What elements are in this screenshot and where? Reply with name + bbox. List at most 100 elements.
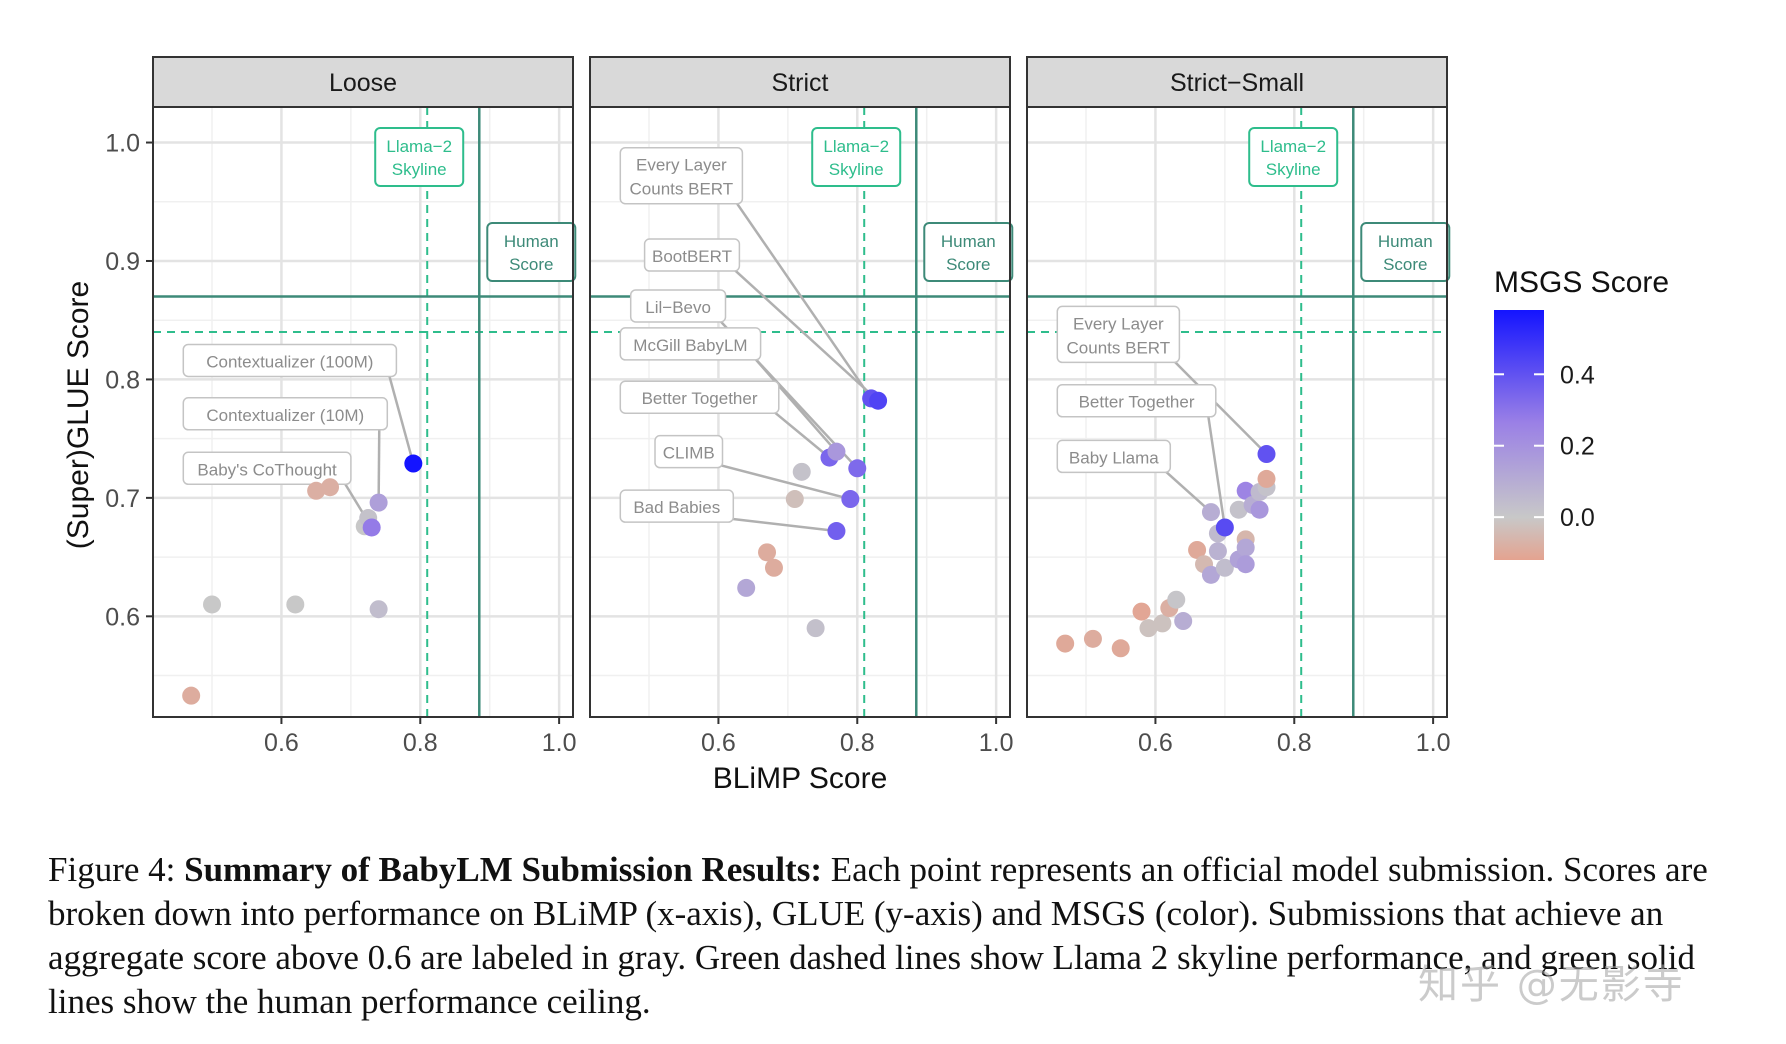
x-tick-label: 0.8 bbox=[1277, 729, 1312, 757]
data-point bbox=[1174, 612, 1193, 631]
skyline-label-text: Skyline bbox=[829, 160, 884, 179]
x-tick-label: 0.8 bbox=[403, 729, 438, 757]
human-label-text: Score bbox=[509, 255, 553, 274]
data-point bbox=[737, 578, 756, 597]
point-label-text: Baby's CoThought bbox=[197, 460, 337, 479]
data-point bbox=[286, 595, 305, 614]
data-point bbox=[1188, 540, 1207, 559]
caption-body: Each point represents an official model … bbox=[48, 850, 1708, 1021]
legend-tick-label: 0.4 bbox=[1560, 361, 1595, 389]
data-point bbox=[869, 391, 888, 410]
watermark-text: 知乎 @无影寺 bbox=[1418, 962, 1685, 1008]
point-label-box bbox=[182, 343, 398, 378]
point-label-box bbox=[629, 289, 727, 323]
point-label-box bbox=[654, 434, 724, 469]
data-point bbox=[792, 462, 811, 481]
human-label-box bbox=[486, 222, 577, 282]
y-tick-label: 1.0 bbox=[105, 130, 140, 158]
data-point bbox=[827, 522, 846, 541]
x-tick-label: 0.6 bbox=[701, 729, 736, 757]
skyline-label-text: Llama−2 bbox=[823, 137, 889, 156]
label-connector bbox=[751, 355, 838, 453]
point-label-box bbox=[1056, 439, 1172, 474]
point-label-box bbox=[619, 489, 735, 523]
caption-prefix: Figure 4: bbox=[48, 850, 185, 889]
skyline-label-text: Llama−2 bbox=[1260, 137, 1326, 156]
y-tick-label: 0.6 bbox=[105, 603, 140, 631]
panel-strip bbox=[589, 56, 1011, 108]
data-point bbox=[1201, 565, 1220, 584]
panels-group: Loose Llama−2 Skyline Human Score Contextuali… bbox=[105, 56, 1451, 757]
x-tick-label: 0.6 bbox=[264, 729, 299, 757]
point-label-text: Counts BERT bbox=[1067, 338, 1171, 357]
skyline-label-box bbox=[811, 127, 902, 187]
x-tick-label: 1.0 bbox=[1416, 729, 1451, 757]
point-label-text: Contextualizer (100M) bbox=[206, 352, 373, 371]
data-point bbox=[1139, 619, 1158, 638]
data-point bbox=[203, 595, 222, 614]
human-label-box bbox=[1360, 222, 1451, 282]
x-tick-label: 1.0 bbox=[542, 729, 577, 757]
data-point bbox=[1236, 555, 1255, 574]
point-label-text: Counts BERT bbox=[630, 180, 734, 199]
label-connector bbox=[1170, 357, 1268, 455]
point-label-text: BootBERT bbox=[652, 247, 732, 266]
point-label-text: Better Together bbox=[1079, 393, 1195, 412]
panel-title: Strict bbox=[772, 69, 829, 97]
point-label-text: Better Together bbox=[642, 389, 758, 408]
point-label-box bbox=[619, 380, 780, 414]
point-label-box bbox=[643, 238, 741, 272]
data-point bbox=[764, 558, 783, 577]
panel-border bbox=[1026, 106, 1448, 718]
caption-bold: Summary of BabyLM Submission Results: bbox=[184, 850, 822, 889]
legend-tick-label: 0.0 bbox=[1560, 504, 1595, 532]
panel-strip bbox=[152, 56, 574, 108]
point-label-text: Bad Babies bbox=[633, 498, 720, 517]
y-tick-label: 0.7 bbox=[105, 485, 140, 513]
data-point bbox=[1167, 590, 1186, 609]
point-label-text: McGill BabyLM bbox=[633, 336, 747, 355]
x-tick-label: 1.0 bbox=[979, 729, 1014, 757]
point-label-text: Every Layer bbox=[636, 156, 727, 175]
label-connector bbox=[733, 198, 873, 400]
panel-border bbox=[152, 106, 574, 718]
legend-ticks: 0.4 0.2 0.0 bbox=[1494, 361, 1595, 532]
point-label-box bbox=[182, 451, 352, 486]
point-label-text: Contextualizer (10M) bbox=[206, 406, 364, 425]
data-point bbox=[1229, 500, 1248, 519]
data-point bbox=[1250, 500, 1269, 519]
panel-border bbox=[589, 106, 1011, 718]
legend: MSGS Score 0.4 0.2 0.0 bbox=[1494, 266, 1669, 560]
data-point bbox=[848, 459, 867, 478]
data-point bbox=[1056, 634, 1075, 653]
y-axis-label: (Super)GLUE Score bbox=[62, 281, 95, 549]
label-connector bbox=[730, 266, 879, 402]
legend-title: MSGS Score bbox=[1494, 266, 1669, 299]
skyline-label-text: Llama−2 bbox=[386, 137, 452, 156]
human-label-text: Human bbox=[504, 232, 559, 251]
x-axis-label: BLiMP Score bbox=[713, 762, 888, 795]
label-connector bbox=[1161, 467, 1212, 514]
data-point bbox=[321, 478, 340, 497]
data-point bbox=[1236, 538, 1255, 557]
figure-caption: Figure 4: Summary of BabyLM Submission R… bbox=[48, 848, 1718, 1024]
label-connector bbox=[725, 516, 837, 533]
y-tick-label: 0.9 bbox=[105, 248, 140, 276]
y-tick-label: 0.8 bbox=[105, 366, 140, 394]
panel-loose: Loose Llama−2 Skyline Human Score Contextuali… bbox=[105, 56, 577, 757]
label-connector bbox=[714, 462, 851, 501]
data-point bbox=[1201, 503, 1220, 522]
panel-title: Strict−Small bbox=[1170, 69, 1304, 97]
figure-chart: Loose Llama−2 Skyline Human Score Contextuali… bbox=[62, 56, 1669, 795]
data-point bbox=[1208, 542, 1227, 561]
data-point bbox=[1111, 639, 1130, 658]
human-label-box bbox=[923, 222, 1014, 282]
data-point bbox=[1236, 481, 1255, 500]
point-label-box bbox=[619, 146, 744, 205]
data-point bbox=[806, 619, 825, 638]
data-point bbox=[362, 518, 381, 537]
point-label-box bbox=[1056, 305, 1181, 364]
human-label-text: Human bbox=[1378, 232, 1433, 251]
data-point bbox=[1215, 518, 1234, 537]
label-connector bbox=[770, 408, 831, 459]
